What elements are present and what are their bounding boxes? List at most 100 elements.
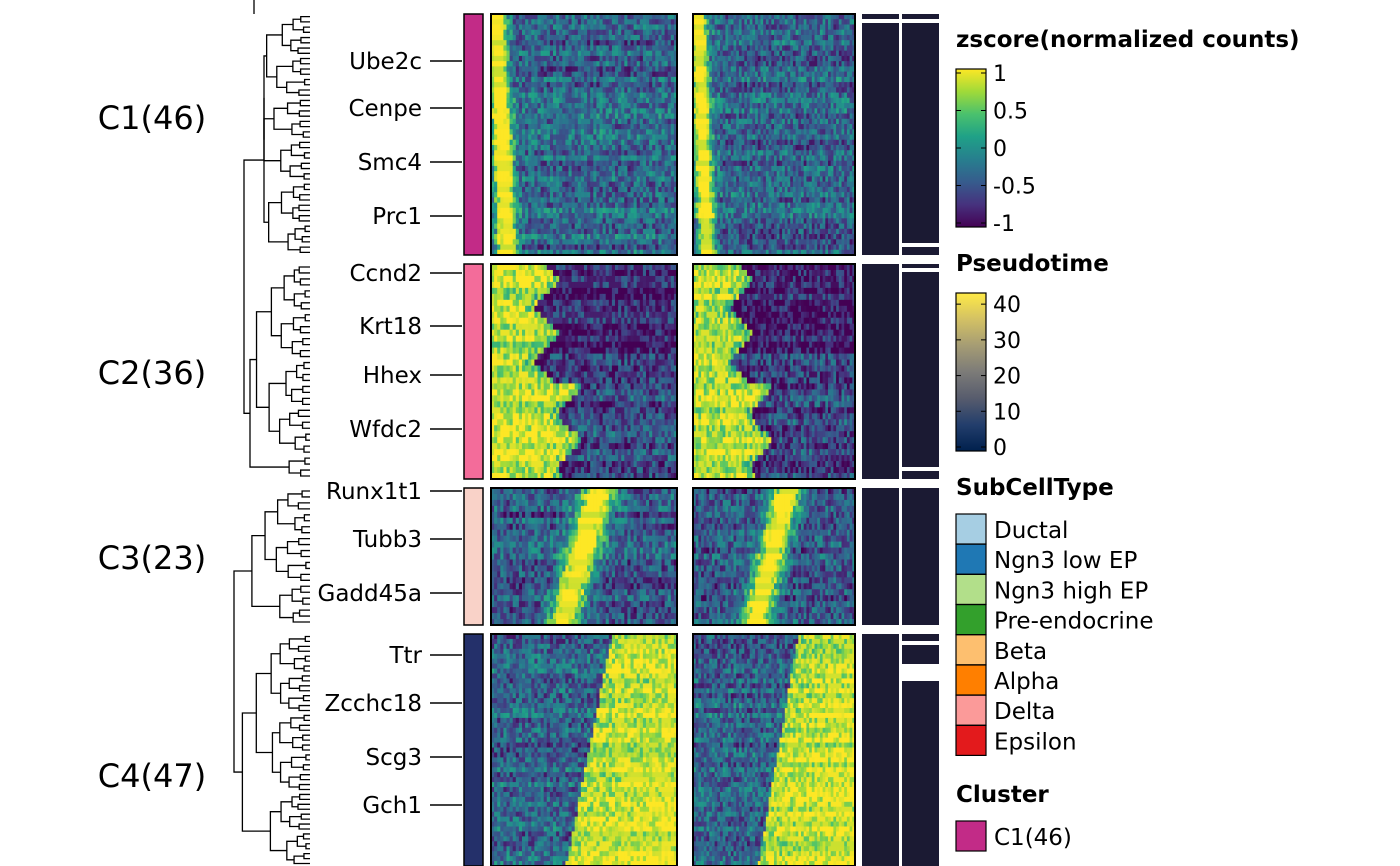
dendro-branch [290, 756, 306, 768]
heatmap-cell [698, 29, 702, 36]
heatmap-cell [798, 113, 802, 120]
heatmap-cell [556, 181, 560, 188]
heatmap-cell [825, 87, 829, 93]
heatmap-cell [752, 14, 756, 20]
heatmap-cell [852, 50, 856, 57]
heatmap-cell [817, 103, 821, 109]
heatmap-cell [809, 71, 813, 78]
heatmap-cell [717, 76, 721, 83]
heatmap-cell [661, 218, 665, 224]
heatmap-cell [546, 171, 551, 177]
heatmap-cell [608, 108, 613, 114]
heatmap-cell [838, 82, 842, 88]
heatmap-cell [733, 103, 737, 109]
heatmap-cell [602, 223, 607, 230]
dendro-branch [297, 409, 310, 417]
heatmap-cell [830, 165, 834, 172]
heatmap-cell [846, 76, 850, 83]
heatmap-cell [774, 61, 778, 67]
heatmap-cell [534, 87, 538, 93]
heatmap-cell [741, 55, 745, 62]
heatmap-cell [714, 87, 718, 93]
heatmap-cell [811, 113, 815, 120]
heatmap-cell [503, 76, 507, 83]
heatmap-cell [728, 186, 732, 193]
heatmap-cell [649, 87, 653, 93]
heatmap-cell [553, 192, 557, 198]
heatmap-cell [621, 150, 625, 156]
heatmap-cell [658, 14, 662, 20]
heatmap-cell [531, 103, 535, 109]
heatmap-cell [798, 87, 802, 93]
heatmap-cell [618, 228, 622, 235]
heatmap-cell [825, 144, 829, 151]
heatmap-cell [553, 40, 557, 46]
heatmap-cell [744, 71, 748, 78]
heatmap-cell [646, 24, 650, 31]
heatmap-cell [784, 19, 788, 25]
heatmap-cell [596, 45, 600, 52]
heatmap-cell [803, 160, 807, 167]
heatmap-cell [639, 207, 644, 214]
heatmap-cell [809, 181, 813, 188]
heatmap-cell [787, 181, 791, 188]
heatmap-cell [658, 61, 662, 67]
heatmap-cell [605, 113, 610, 120]
heatmap-cell [599, 124, 603, 130]
heatmap-cell [752, 29, 756, 36]
heatmap-cell [733, 40, 737, 46]
heatmap-cell [655, 155, 659, 162]
heatmap-cell [670, 87, 675, 93]
heatmap-cell [568, 124, 572, 130]
heatmap-cell [627, 34, 631, 41]
heatmap-cell [844, 144, 848, 151]
heatmap-cell [701, 50, 705, 57]
heatmap-cell [776, 113, 780, 120]
heatmap-cell [670, 176, 675, 183]
heatmap-cell [553, 108, 557, 114]
heatmap-cell [599, 66, 603, 73]
heatmap-cell [673, 197, 678, 204]
dendro-branch [279, 643, 295, 665]
heatmap-cell [553, 92, 557, 99]
heatmap-cell [540, 118, 545, 125]
heatmap-cell [790, 124, 794, 130]
heatmap-cell [673, 108, 678, 114]
heatmap-cell [670, 165, 675, 172]
heatmap-cell [771, 14, 775, 20]
heatmap-cell [844, 61, 848, 67]
heatmap-cell [590, 66, 594, 73]
heatmap-cell [725, 40, 729, 46]
heatmap-cell [733, 71, 737, 78]
heatmap-cell [574, 124, 579, 130]
heatmap-cell [540, 181, 545, 188]
heatmap-cell [522, 82, 526, 88]
heatmap-cell [752, 50, 756, 57]
heatmap-cell [755, 97, 759, 104]
heatmap-cell [760, 129, 764, 135]
heatmap-cell [798, 66, 802, 73]
heatmap-cell [642, 97, 647, 104]
heatmap-cell [819, 45, 823, 52]
heatmap-cell [744, 61, 748, 67]
heatmap-cell [559, 228, 563, 235]
heatmap-cell [621, 155, 625, 162]
heatmap-cell [587, 50, 591, 57]
heatmap-cell [599, 228, 603, 235]
heatmap-cell [846, 66, 850, 73]
cluster-label-4: C4(47) [98, 757, 206, 795]
heatmap-cell [757, 34, 761, 41]
heatmap-cell [528, 239, 532, 245]
dendro-branch [286, 102, 301, 115]
heatmap-cell [790, 87, 794, 93]
heatmap-cell [642, 45, 647, 52]
heatmap-cell [714, 124, 718, 130]
heatmap-cell [801, 29, 805, 36]
heatmap-cell [828, 155, 832, 162]
heatmap-cell [584, 218, 588, 224]
heatmap-cell [744, 181, 748, 188]
heatmap-cell [590, 40, 594, 46]
heatmap-cell [852, 45, 856, 52]
heatmap-cell [611, 29, 616, 36]
heatmap-cell [782, 24, 786, 31]
